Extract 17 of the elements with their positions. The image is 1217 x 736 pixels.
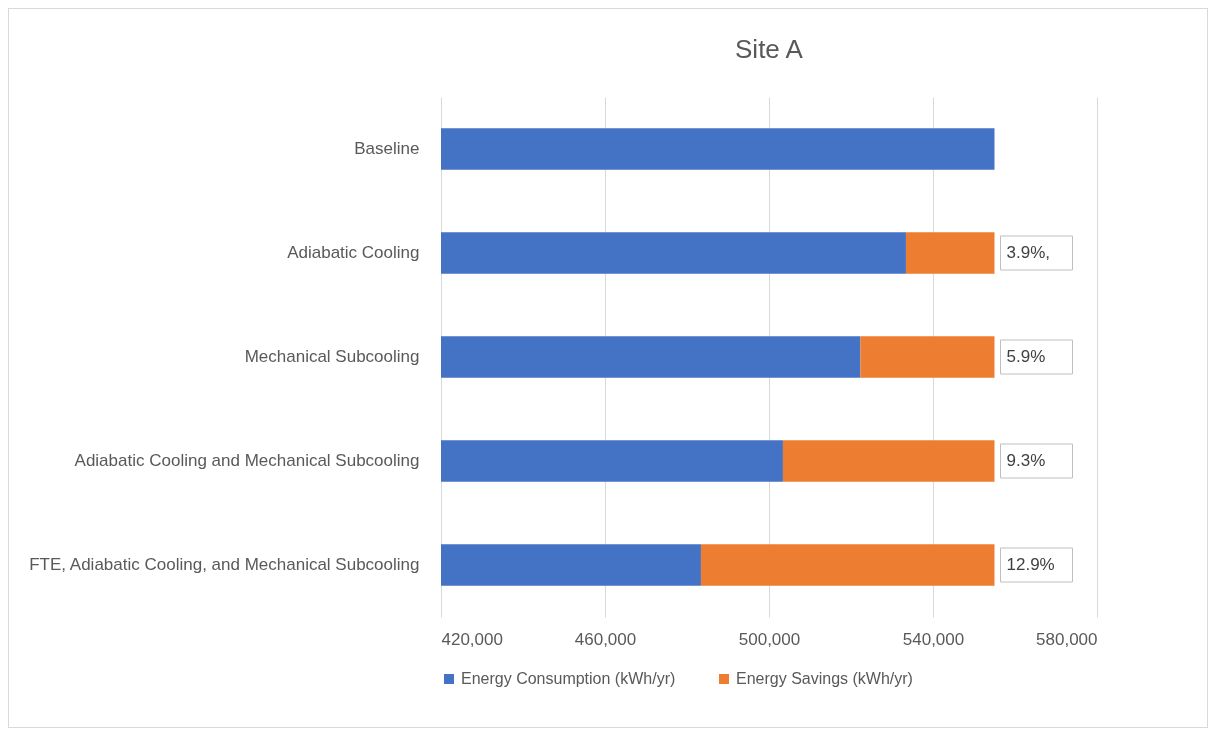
y-tick-label: Adiabatic Cooling and Mechanical Subcooling (74, 451, 420, 470)
annotation: 5.9% (1006, 347, 1046, 366)
legend-label: Energy Savings (kWh/yr) (736, 670, 913, 687)
x-tick-label: 460,000 (574, 629, 637, 649)
annotation: 12.9% (1006, 555, 1055, 574)
y-tick-label: Baseline (354, 139, 420, 158)
x-tick-label: 500,000 (738, 629, 801, 649)
annotation: 3.9%, (1006, 243, 1050, 262)
y-tick-label: FTE, Adiabatic Cooling, and Mechanical Subcooling (29, 555, 420, 574)
legend-label: Energy Consumption (kWh/yr) (461, 670, 676, 687)
x-tick-label: 420,000 (441, 629, 503, 649)
x-tick-label: 580,000 (1036, 629, 1098, 649)
chart-title: Site A (735, 34, 804, 64)
annotation: 9.3% (1006, 451, 1046, 470)
y-tick-label: Adiabatic Cooling (287, 243, 420, 262)
y-tick-label: Mechanical Subcooling (244, 347, 420, 366)
x-tick-label: 540,000 (902, 629, 965, 649)
